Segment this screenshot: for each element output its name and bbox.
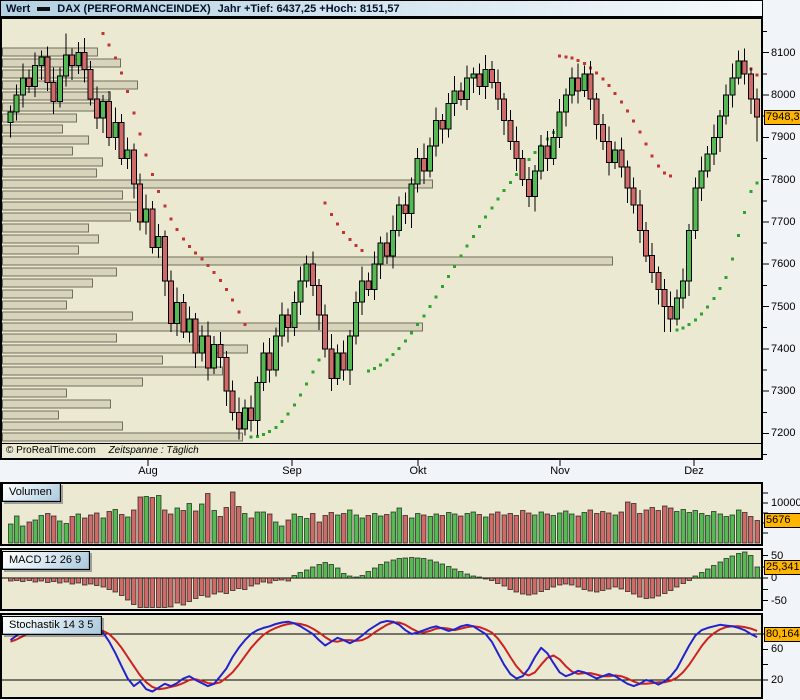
volume-value-badge: 5676 bbox=[764, 513, 800, 528]
macd-panel[interactable] bbox=[0, 548, 763, 611]
month-label-aug: Aug bbox=[138, 465, 158, 477]
volume-axis-label: 10000 bbox=[771, 497, 800, 509]
year-high-low-stats: Jahr +Tief: 6437,25 +Hoch: 8151,57 bbox=[217, 2, 400, 15]
stoch-axis-label: 60 bbox=[771, 643, 784, 655]
stochastic-panel[interactable] bbox=[0, 613, 763, 699]
macd-indicator-label[interactable]: MACD 12 26 9 bbox=[2, 551, 91, 570]
month-label-okt: Okt bbox=[409, 465, 427, 477]
instrument-title[interactable]: DAX (PERFORMANCEINDEX) bbox=[57, 2, 211, 15]
last-price-badge: 7948,36 bbox=[764, 110, 800, 125]
price-axis-label: 7300 bbox=[771, 385, 796, 397]
copyright-strip: © ProRealTime.com Zeitspanne : Täglich bbox=[2, 443, 761, 458]
stoch-value-badge: 80,1645 bbox=[764, 627, 800, 642]
price-axis-label: 7600 bbox=[771, 258, 796, 270]
volume-indicator-label[interactable]: Volumen bbox=[2, 483, 61, 502]
macd-axis-label: -50 bbox=[771, 595, 787, 607]
price-chart-panel[interactable] bbox=[0, 17, 763, 460]
price-axis-label: 8000 bbox=[771, 89, 796, 101]
value-mode-label[interactable]: Wert bbox=[6, 2, 31, 15]
month-label-sep: Sep bbox=[282, 465, 302, 477]
stoch-axis-label: 20 bbox=[771, 674, 784, 686]
chart-header: Wert DAX (PERFORMANCEINDEX) Jahr +Tief: … bbox=[0, 0, 763, 17]
month-label-nov: Nov bbox=[550, 465, 570, 477]
provider-credit: © ProRealTime.com bbox=[6, 445, 96, 456]
price-axis-label: 7500 bbox=[771, 301, 796, 313]
macd-axis-label: 50 bbox=[771, 550, 784, 562]
price-axis-label: 7200 bbox=[771, 427, 796, 439]
month-label-dez: Dez bbox=[684, 465, 704, 477]
stochastic-indicator-label[interactable]: Stochastik 14 3 5 bbox=[2, 616, 103, 635]
price-axis-label: 8100 bbox=[771, 47, 796, 59]
price-axis-label: 7400 bbox=[771, 343, 796, 355]
price-axis-label: 7900 bbox=[771, 131, 796, 143]
price-line-style-icon bbox=[37, 6, 51, 11]
macd-axis-label: 0 bbox=[771, 572, 778, 584]
timespan-label[interactable]: Zeitspanne : Täglich bbox=[108, 445, 199, 456]
price-axis-label: 7700 bbox=[771, 216, 796, 228]
macd-value-badge: 25,3417 bbox=[764, 560, 800, 575]
price-axis-label: 7800 bbox=[771, 174, 796, 186]
volume-panel[interactable] bbox=[0, 482, 763, 546]
